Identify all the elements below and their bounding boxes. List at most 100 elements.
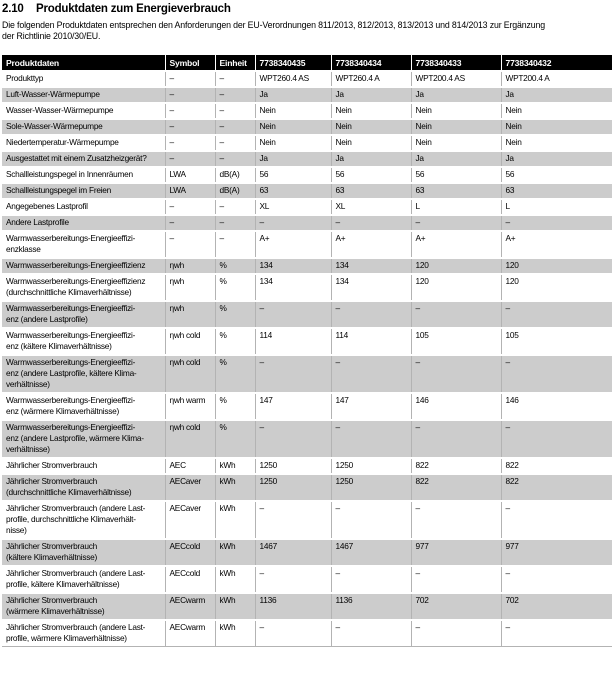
table-row: Warmwasserbereitungs-Energieeffizi- enz … xyxy=(2,328,612,355)
cell-label: Jährlicher Stromverbrauch (andere Last- … xyxy=(6,503,146,535)
col-header-5: 7738340433 xyxy=(410,55,501,71)
cell-value: 134 xyxy=(254,274,331,301)
cell-value: – xyxy=(500,420,612,458)
cell-value: Ja xyxy=(500,87,612,103)
table-row: Ausgestattet mit einem Zusatzheizgerät? –… xyxy=(2,151,612,167)
cell-value: Nein xyxy=(330,119,411,135)
cell-value: 702 xyxy=(500,593,612,620)
col-header-4: 7738340434 xyxy=(330,55,411,71)
page-title: 2.10 Produktdaten zum Energieverbrauch xyxy=(2,3,612,15)
cell-symbol: ηwh warm xyxy=(164,393,215,420)
table-row: Jährlicher Stromverbrauch (durchschnittl… xyxy=(2,474,612,501)
table-row: Sole-Wasser-Wärmepumpe – – Nein Nein Nein Nein xyxy=(2,119,612,135)
cell-unit: – xyxy=(214,199,255,215)
cell-unit: % xyxy=(214,328,255,355)
cell-unit: % xyxy=(214,393,255,420)
col-header-1: Symbol xyxy=(164,55,215,71)
cell-value: – xyxy=(410,301,501,328)
cell-symbol: AECaver xyxy=(164,501,215,539)
cell-symbol: LWA xyxy=(164,183,215,199)
table-row: Wasser-Wasser-Wärmepumpe – – Nein Nein Nein Ne… xyxy=(2,103,612,119)
cell-unit: kWh xyxy=(214,474,255,501)
cell-value: Ja xyxy=(254,151,331,167)
cell-value: – xyxy=(330,501,411,539)
table-row: Jährlicher Stromverbrauch (andere Last- … xyxy=(2,566,612,593)
cell-value: A+ xyxy=(410,231,501,258)
cell-label: Jährlicher Stromverbrauch (andere Last- … xyxy=(6,622,146,643)
cell-value: Nein xyxy=(254,135,331,151)
cell-value: – xyxy=(410,620,501,647)
cell-value: Nein xyxy=(410,135,501,151)
cell-value: 1250 xyxy=(330,474,411,501)
cell-value: 56 xyxy=(254,167,331,183)
cell-unit: dB(A) xyxy=(214,183,255,199)
table-row: Warmwasserbereitungs-Energieeffizi- enz … xyxy=(2,393,612,420)
product-data-table: Produktdaten Symbol Einheit 7738340435 77383… xyxy=(2,55,612,647)
table-row: Jährlicher Stromverbrauch (andere Last- … xyxy=(2,620,612,647)
cell-value: 56 xyxy=(330,167,411,183)
cell-symbol: – xyxy=(164,119,215,135)
cell-value: WPT200.4 AS xyxy=(410,71,501,87)
cell-value: 822 xyxy=(500,458,612,474)
table-row: Schallleistungspegel im Freien LWA dB(A) 63… xyxy=(2,183,612,199)
cell-value: – xyxy=(330,420,411,458)
cell-value: 114 xyxy=(330,328,411,355)
col-header-0: Produktdaten xyxy=(2,55,165,71)
cell-value: 63 xyxy=(330,183,411,199)
cell-value: 822 xyxy=(410,474,501,501)
table-row: Produkttyp – – WPT260.4 AS WPT260.4 A WPT200.… xyxy=(2,71,612,87)
table-row: Angegebenes Lastprofil – – XL XL L L xyxy=(2,199,612,215)
cell-value: WPT260.4 AS xyxy=(254,71,331,87)
cell-value: 63 xyxy=(254,183,331,199)
table-row: Andere Lastprofile – – – – – – xyxy=(2,215,612,231)
cell-symbol: – xyxy=(164,215,215,231)
cell-symbol: AECwarm xyxy=(164,593,215,620)
cell-value: – xyxy=(330,355,411,393)
cell-value: – xyxy=(254,501,331,539)
cell-value: Ja xyxy=(410,87,501,103)
cell-value: 146 xyxy=(410,393,501,420)
cell-label: Angegebenes Lastprofil xyxy=(6,201,88,211)
table-row: Warmwasserbereitungs-Energieeffizienz (d… xyxy=(2,274,612,301)
cell-symbol: – xyxy=(164,71,215,87)
cell-symbol: ηwh cold xyxy=(164,420,215,458)
cell-label: Jährlicher Stromverbrauch (wärmere Klima… xyxy=(6,595,105,616)
cell-symbol: – xyxy=(164,103,215,119)
cell-value: 114 xyxy=(254,328,331,355)
cell-label: Ausgestattet mit einem Zusatzheizgerät? xyxy=(6,153,147,163)
cell-symbol: AECwarm xyxy=(164,620,215,647)
cell-value: – xyxy=(500,355,612,393)
cell-label: Warmwasserbereitungs-Energieeffizi- enz … xyxy=(6,357,137,389)
cell-value: 1250 xyxy=(330,458,411,474)
cell-symbol: – xyxy=(164,87,215,103)
cell-value: 1136 xyxy=(254,593,331,620)
cell-label: Jährlicher Stromverbrauch (durchschnittl… xyxy=(6,476,132,497)
cell-symbol: ηwh xyxy=(164,301,215,328)
cell-value: WPT200.4 A xyxy=(500,71,612,87)
cell-value: Nein xyxy=(500,119,612,135)
col-header-6: 7738340432 xyxy=(500,55,612,71)
section-title: Produktdaten zum Energieverbrauch xyxy=(36,3,231,15)
cell-value: 1250 xyxy=(254,458,331,474)
cell-value: Nein xyxy=(500,103,612,119)
cell-value: 702 xyxy=(410,593,501,620)
cell-unit: – xyxy=(214,87,255,103)
cell-value: 822 xyxy=(410,458,501,474)
cell-value: – xyxy=(254,215,331,231)
cell-unit: – xyxy=(214,71,255,87)
cell-symbol: – xyxy=(164,151,215,167)
cell-label: Jährlicher Stromverbrauch (andere Last- … xyxy=(6,568,146,589)
cell-value: 105 xyxy=(410,328,501,355)
cell-symbol: AECaver xyxy=(164,474,215,501)
col-header-3: 7738340435 xyxy=(254,55,331,71)
cell-value: – xyxy=(254,420,331,458)
cell-value: – xyxy=(330,566,411,593)
cell-unit: – xyxy=(214,151,255,167)
cell-value: Nein xyxy=(500,135,612,151)
cell-value: 1250 xyxy=(254,474,331,501)
cell-symbol: – xyxy=(164,199,215,215)
cell-value: 56 xyxy=(500,167,612,183)
table-row: Jährlicher Stromverbrauch (kältere Klima… xyxy=(2,539,612,566)
cell-symbol: AECcold xyxy=(164,539,215,566)
cell-value: 134 xyxy=(330,274,411,301)
